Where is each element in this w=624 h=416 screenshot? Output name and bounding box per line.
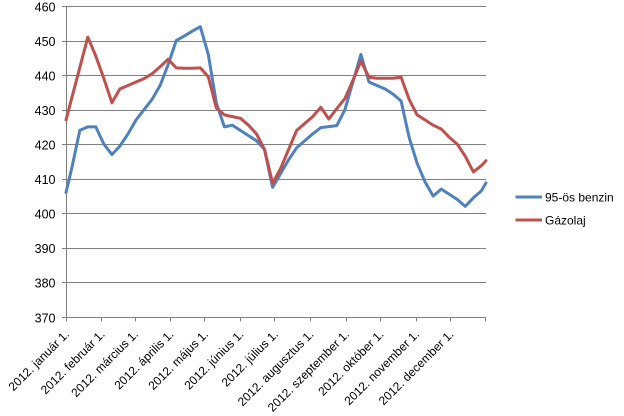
svg-text:420: 420 [35, 139, 56, 153]
svg-text:430: 430 [35, 104, 56, 118]
svg-text:450: 450 [35, 35, 56, 49]
svg-text:Gázolaj: Gázolaj [545, 214, 586, 228]
svg-text:95-ös benzin: 95-ös benzin [545, 191, 614, 205]
svg-text:440: 440 [35, 69, 56, 83]
svg-text:410: 410 [35, 173, 56, 187]
svg-text:370: 370 [35, 311, 56, 325]
svg-text:460: 460 [35, 0, 56, 14]
svg-text:390: 390 [35, 242, 56, 256]
svg-text:380: 380 [35, 277, 56, 291]
svg-text:400: 400 [35, 208, 56, 222]
